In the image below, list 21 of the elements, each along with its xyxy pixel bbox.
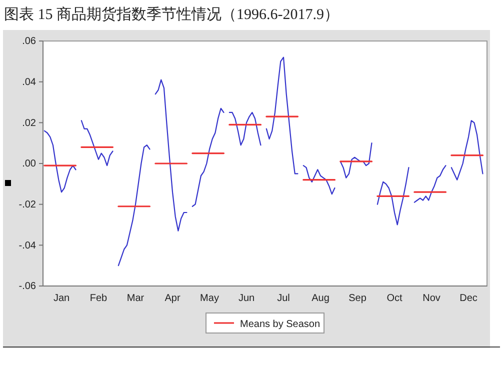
x-tick-label: Jan	[53, 293, 70, 304]
x-tick-label: Dec	[460, 293, 478, 304]
x-tick-label: Mar	[126, 293, 145, 304]
x-tick-label: Jul	[277, 293, 290, 304]
y-tick-label: .06	[22, 36, 36, 48]
chart-title: 图表 15 商品期货指数季节性情况（1996.6-2017.9）	[4, 6, 339, 23]
x-tick-label: Sep	[348, 293, 367, 304]
y-tick-label: .00	[22, 158, 36, 170]
x-tick-label: Nov	[422, 293, 440, 304]
y-tick-label: -.06	[18, 281, 36, 292]
x-tick-label: Aug	[312, 293, 330, 304]
x-tick-label: May	[200, 293, 219, 304]
y-tick-label: -.02	[18, 200, 36, 211]
y-tick-label: .04	[22, 77, 36, 88]
x-tick-label: Jun	[238, 293, 255, 304]
x-tick-label: Apr	[164, 293, 181, 304]
x-tick-label: Feb	[90, 293, 108, 304]
legend-label: Means by Season	[240, 319, 320, 330]
y-tick-label: .02	[22, 118, 36, 129]
y-tick-label: -.04	[18, 240, 36, 252]
x-tick-label: Oct	[386, 293, 402, 304]
